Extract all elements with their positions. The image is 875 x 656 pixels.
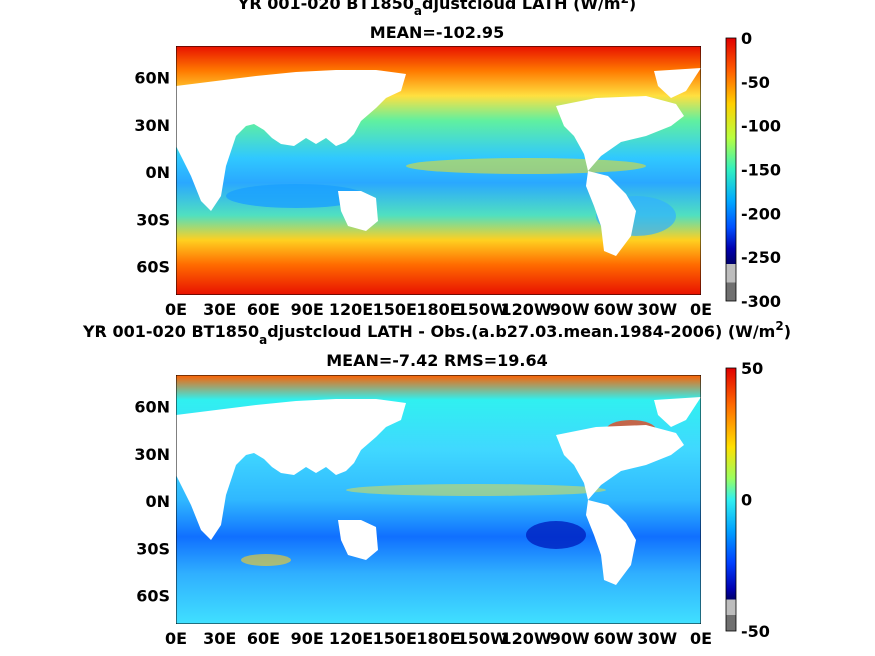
colorbar-1-ticks: 0 -50 -100 -150 -200 -250 -300 — [741, 29, 781, 311]
colorbar-1 — [725, 37, 737, 302]
map-1-x-tick: 180E — [416, 300, 460, 319]
map-2-plot — [176, 375, 701, 624]
map-1-x-tick: 90W — [550, 300, 590, 319]
colorbar-1-tick: -300 — [741, 292, 781, 311]
map-1-y-tick: 30S — [136, 210, 170, 229]
map-1-x-tick: 60W — [594, 300, 634, 319]
colorbar-1-tick: -50 — [741, 73, 770, 92]
map-1-x-tick: 90E — [291, 300, 324, 319]
panel-2: YR 001-020 BT1850adjustcloud LATH - Obs.… — [82, 319, 791, 648]
colorbar-1-tick: -100 — [741, 117, 781, 136]
map-2-y-tick: 0N — [145, 492, 170, 511]
map-1-x-tick: 30W — [637, 300, 677, 319]
map-2-x-tick: 30W — [637, 629, 677, 648]
map-1-y-tick: 60N — [134, 69, 170, 88]
map-2-x-tick: 150W — [457, 629, 508, 648]
colorbar-2-tick: -50 — [741, 622, 770, 641]
map-1-x-tick: 150W — [457, 300, 508, 319]
map-2-x-tick: 90E — [291, 629, 324, 648]
map-2-x-tick: 150E — [373, 629, 417, 648]
colorbar-1-tick: -150 — [741, 161, 781, 180]
map-2-x-tick: 0E — [690, 629, 712, 648]
map-2-y-tick: 60S — [136, 587, 170, 606]
map-2-y-tick: 60N — [134, 398, 170, 417]
chart-2-title: YR 001-020 BT1850adjustcloud LATH - Obs.… — [82, 319, 791, 347]
map-2-x-tick: 90W — [550, 629, 590, 648]
colorbar-2 — [725, 367, 737, 632]
map-1-x-tick: 60E — [247, 300, 280, 319]
map-1-x-tick: 30E — [203, 300, 236, 319]
colorbar-2-tick: 50 — [741, 359, 763, 378]
map-2-x-tick: 120W — [500, 629, 551, 648]
chart-2-mean-rms: MEAN=-7.42 RMS=19.64 — [326, 351, 548, 370]
map-1-x-tick: 0E — [165, 300, 187, 319]
map-1-y-axis: 60N 30N 0N 30S 60S — [134, 69, 170, 277]
map-2-x-tick: 180E — [416, 629, 460, 648]
map-1-y-tick: 0N — [145, 163, 170, 182]
map-2-x-tick: 120E — [329, 629, 373, 648]
map-1-y-tick: 30N — [134, 116, 170, 135]
chart-1-title: YR 001-020 BT1850adjustcloud LATH (W/m2) — [237, 0, 636, 18]
map-2-y-tick: 30S — [136, 539, 170, 558]
map-2-x-tick: 0E — [165, 629, 187, 648]
map-1-x-tick: 150E — [373, 300, 417, 319]
map-1-x-tick: 0E — [690, 300, 712, 319]
panel-1: YR 001-020 BT1850adjustcloud LATH (W/m2)… — [134, 0, 781, 319]
map-2-x-tick: 30E — [203, 629, 236, 648]
map-1-plot — [176, 46, 701, 295]
colorbar-1-tick: -250 — [741, 248, 781, 267]
map-1-y-tick: 60S — [136, 258, 170, 277]
colorbar-2-ticks: 50 0 -50 — [741, 359, 770, 641]
map-2-y-tick: 30N — [134, 445, 170, 464]
chart-1-mean: MEAN=-102.95 — [370, 23, 504, 42]
map-1-x-tick: 120E — [329, 300, 373, 319]
map-2-y-axis: 60N 30N 0N 30S 60S — [134, 398, 170, 606]
colorbar-1-tick: -200 — [741, 204, 781, 223]
map-1-x-tick: 120W — [500, 300, 551, 319]
map-2-x-tick: 60E — [247, 629, 280, 648]
colorbar-2-tick: 0 — [741, 491, 752, 510]
colorbar-1-tick: 0 — [741, 29, 752, 48]
map-2-x-tick: 60W — [594, 629, 634, 648]
